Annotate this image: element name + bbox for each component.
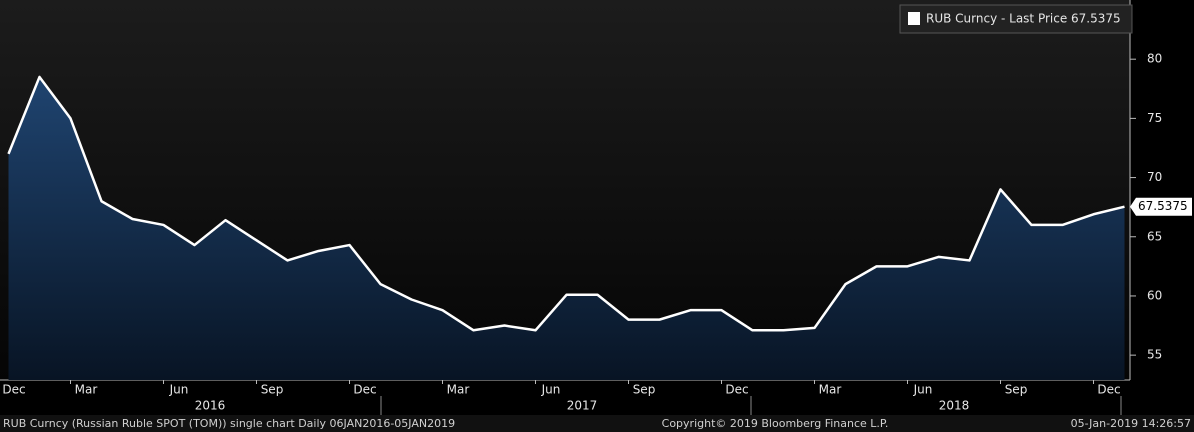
last-price-tag <box>1130 197 1192 216</box>
x-tick-label: Jun <box>541 383 561 397</box>
x-year-label: 2018 <box>939 399 970 413</box>
y-tick-label: 80 <box>1147 52 1162 66</box>
y-tick-label: 70 <box>1147 170 1162 184</box>
y-tick-label: 60 <box>1147 288 1162 302</box>
x-tick-label: Dec <box>725 383 748 397</box>
last-price-label: 67.5375 <box>1138 199 1188 213</box>
price-line <box>7 75 1125 332</box>
legend-label: RUB Curncy - Last Price 67.5375 <box>926 12 1121 26</box>
y-tick-label: 65 <box>1147 229 1162 243</box>
area-fill <box>8 76 1125 380</box>
x-tick-label: Dec <box>2 383 25 397</box>
x-tick-label: Jun <box>913 383 933 397</box>
x-tick-label: Dec <box>1097 383 1120 397</box>
x-tick-label: Jun <box>169 383 189 397</box>
x-tick-label: Sep <box>633 383 656 397</box>
x-tick-label: Mar <box>75 383 98 397</box>
footer-left: RUB Curncy (Russian Ruble SPOT (TOM)) si… <box>3 417 455 430</box>
footer-right: 05-Jan-2019 14:26:57 <box>1071 417 1191 430</box>
legend-box <box>899 4 1133 34</box>
legend-swatch <box>908 12 920 25</box>
x-tick-label: Dec <box>353 383 376 397</box>
x-year-label: 2017 <box>567 399 598 413</box>
x-tick-label: Sep <box>1005 383 1028 397</box>
y-tick-label: 75 <box>1147 111 1162 125</box>
x-tick-label: Sep <box>261 383 284 397</box>
footer-center: Copyright© 2019 Bloomberg Finance L.P. <box>662 417 889 430</box>
x-tick-label: Mar <box>447 383 470 397</box>
footer-bar <box>0 415 1194 432</box>
x-year-label: 2016 <box>195 399 226 413</box>
x-tick-label: Mar <box>819 383 842 397</box>
y-tick-label: 55 <box>1147 348 1162 362</box>
